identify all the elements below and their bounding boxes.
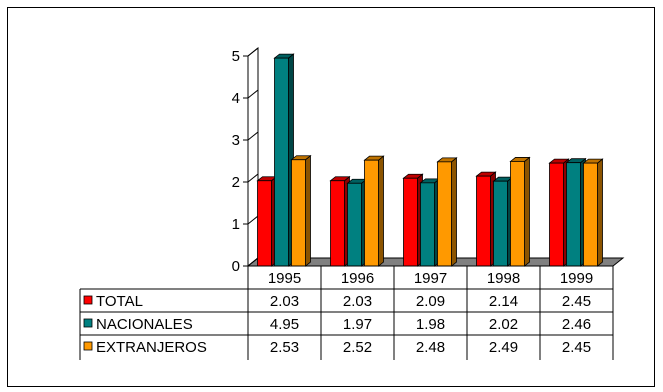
y-tick-depth (247, 47, 259, 57)
data-label: 2.53 (270, 339, 299, 356)
data-label: 1.98 (416, 316, 445, 333)
y-tick-depth (247, 89, 259, 99)
side-wall (247, 46, 259, 267)
y-tick-label: 1 (232, 216, 240, 233)
data-label: 2.09 (416, 293, 445, 310)
x-tick-label: 1999 (560, 270, 593, 287)
data-label: 2.48 (416, 339, 445, 356)
data-label: 2.14 (489, 293, 518, 310)
x-tick-label: 1995 (268, 270, 301, 287)
y-tick-label: 0 (232, 258, 240, 275)
bar (403, 177, 418, 267)
bar (566, 162, 581, 267)
y-tick-depth (247, 173, 259, 183)
bar-side (451, 157, 457, 267)
bar (274, 57, 289, 267)
bar (583, 162, 598, 267)
data-label: 2.03 (270, 293, 299, 310)
bar (549, 162, 564, 267)
x-tick-label: 1996 (341, 270, 374, 287)
data-label: 2.45 (562, 293, 591, 310)
bar (437, 161, 452, 267)
legend-swatch (83, 318, 93, 328)
legend-label: EXTRANJEROS (96, 339, 207, 356)
data-label: 2.52 (343, 339, 372, 356)
x-tick-label: 1997 (414, 270, 447, 287)
y-tick-label: 3 (232, 132, 240, 149)
bar (510, 161, 525, 267)
bar (476, 175, 491, 267)
y-tick-depth (247, 215, 259, 225)
bar (347, 182, 362, 267)
bar (330, 180, 345, 267)
data-label: 2.46 (562, 316, 591, 333)
data-label: 2.02 (489, 316, 518, 333)
y-tick-label: 2 (232, 174, 240, 191)
x-tick-label: 1998 (487, 270, 520, 287)
data-label: 2.03 (343, 293, 372, 310)
y-tick-depth (247, 131, 259, 141)
y-tick-label: 4 (232, 90, 240, 107)
bar (493, 180, 508, 267)
y-tick-depth (247, 257, 259, 267)
y-tick-label: 5 (232, 48, 240, 65)
data-label: 4.95 (270, 316, 299, 333)
bar (364, 159, 379, 267)
legend-swatch (83, 295, 93, 305)
legend-label: TOTAL (96, 293, 143, 310)
bar (257, 180, 272, 267)
bar-side (378, 155, 384, 267)
bar (420, 182, 435, 267)
data-label: 1.97 (343, 316, 372, 333)
data-label: 2.49 (489, 339, 518, 356)
legend-swatch (83, 341, 93, 351)
data-label: 2.45 (562, 339, 591, 356)
bar-side (524, 156, 530, 267)
bar-side (597, 158, 603, 267)
bar (291, 159, 306, 267)
bar-side (305, 154, 311, 267)
legend-label: NACIONALES (96, 316, 193, 333)
